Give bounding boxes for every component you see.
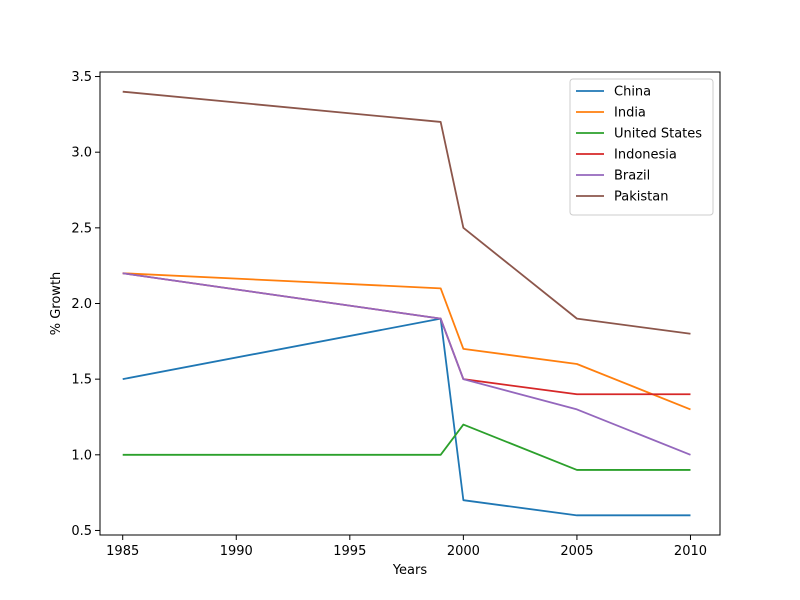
y-tick-label: 0.5 (71, 524, 92, 539)
y-tick-label: 1.0 (71, 448, 92, 463)
x-tick-label: 2000 (447, 544, 480, 559)
legend-box (569, 78, 714, 216)
series-line-pakistan (122, 90, 691, 335)
y-tick-label: 3.5 (71, 70, 92, 85)
legend-label: Brazil (614, 169, 650, 184)
legend-label: India (614, 106, 646, 121)
x-tick-label: 2005 (560, 544, 593, 559)
y-tick-label: 1.5 (71, 373, 92, 388)
y-tick-label: 2.0 (71, 297, 92, 312)
y-axis-label: % Growth (49, 272, 64, 336)
series-line-china (122, 317, 691, 517)
y-axis: 0.5 1.0 1.5 2.0 2.5 3.0 3.5 (71, 70, 100, 539)
series-line-india (122, 272, 691, 411)
x-tick-label: 1990 (220, 544, 253, 559)
legend-label: United States (614, 127, 702, 142)
y-tick-label: 3.0 (71, 146, 92, 161)
x-axis: 1985 1990 1995 2000 2005 2010 (106, 535, 707, 559)
legend-label: Indonesia (614, 148, 677, 163)
legend-label: Pakistan (614, 190, 668, 205)
legend-label: China (614, 85, 651, 100)
series-line-united-states (122, 423, 691, 471)
y-tick-label: 2.5 (71, 221, 92, 236)
plot-area (122, 90, 691, 517)
x-axis-label: Years (392, 563, 428, 578)
x-tick-label: 1985 (106, 544, 139, 559)
series-line-brazil (122, 272, 691, 456)
x-tick-label: 1995 (333, 544, 366, 559)
x-tick-label: 2010 (674, 544, 707, 559)
legend: China India United States Indonesia Brazil Pa… (569, 78, 714, 216)
